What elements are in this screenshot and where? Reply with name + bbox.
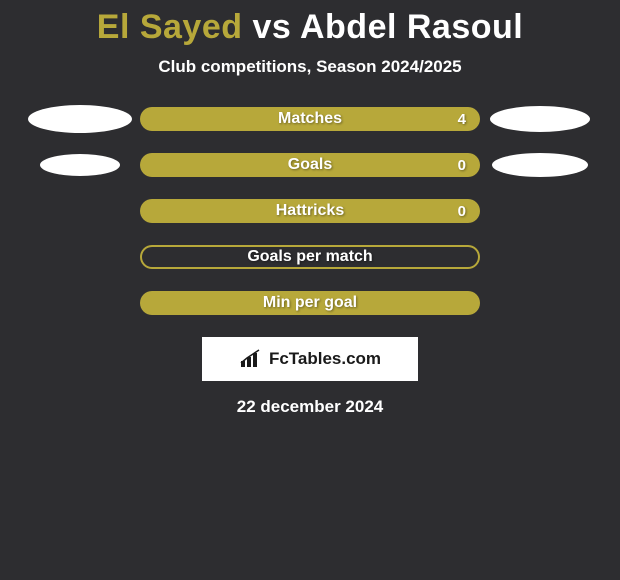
stat-label: Goals bbox=[288, 156, 332, 174]
stat-value: 0 bbox=[458, 203, 466, 220]
subtitle: Club competitions, Season 2024/2025 bbox=[0, 57, 620, 77]
brand-chart-icon bbox=[239, 349, 263, 369]
stat-row: Goals per match bbox=[0, 245, 620, 269]
left-ellipse bbox=[40, 154, 120, 176]
stat-bar: Matches 4 bbox=[140, 107, 480, 131]
right-marker-slot bbox=[480, 106, 600, 132]
stat-bar: Goals per match bbox=[140, 245, 480, 269]
title-vs: vs bbox=[252, 8, 291, 46]
right-ellipse bbox=[492, 153, 588, 177]
left-ellipse bbox=[28, 105, 132, 133]
stat-row: Goals 0 bbox=[0, 153, 620, 177]
stat-bar: Min per goal bbox=[140, 291, 480, 315]
date-text: 22 december 2024 bbox=[0, 397, 620, 417]
brand-box: FcTables.com bbox=[202, 337, 418, 381]
right-marker-slot bbox=[480, 153, 600, 177]
stat-bar: Goals 0 bbox=[140, 153, 480, 177]
right-ellipse bbox=[490, 106, 590, 132]
left-marker-slot bbox=[20, 105, 140, 133]
stat-label: Min per goal bbox=[263, 294, 357, 312]
stat-label: Goals per match bbox=[247, 248, 372, 266]
brand-text: FcTables.com bbox=[269, 349, 381, 369]
infographic-container: El Sayed vs Abdel Rasoul Club competitio… bbox=[0, 0, 620, 417]
player1-name: El Sayed bbox=[97, 8, 243, 46]
stat-label: Hattricks bbox=[276, 202, 344, 220]
player2-name: Abdel Rasoul bbox=[300, 8, 523, 46]
stat-row: Matches 4 bbox=[0, 107, 620, 131]
stat-rows: Matches 4 Goals 0 Hattricks 0 Goals per match M… bbox=[0, 107, 620, 315]
stat-value: 0 bbox=[458, 157, 466, 174]
title: El Sayed vs Abdel Rasoul bbox=[0, 8, 620, 47]
stat-row: Hattricks 0 bbox=[0, 199, 620, 223]
stat-row: Min per goal bbox=[0, 291, 620, 315]
stat-bar: Hattricks 0 bbox=[140, 199, 480, 223]
stat-label: Matches bbox=[278, 110, 342, 128]
stat-value: 4 bbox=[458, 111, 466, 128]
left-marker-slot bbox=[20, 154, 140, 176]
